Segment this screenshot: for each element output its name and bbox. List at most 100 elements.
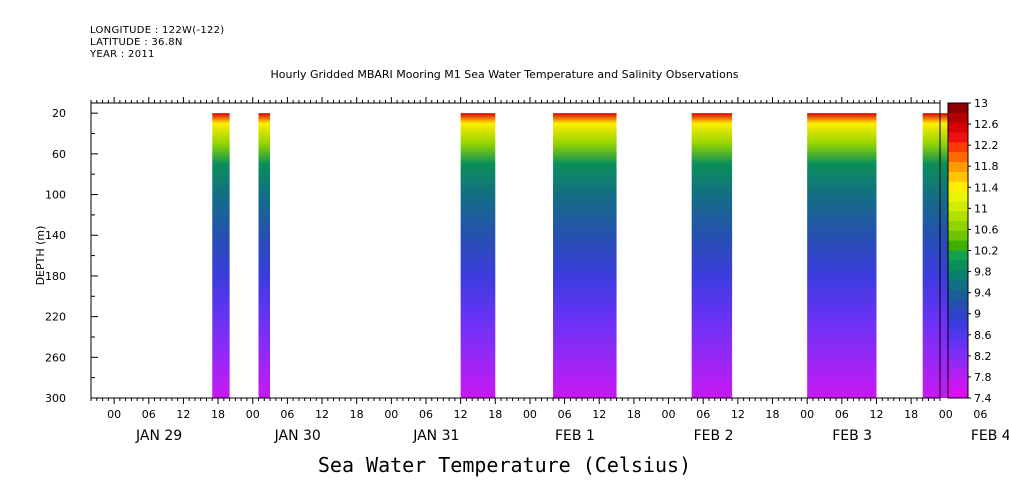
colorbar-swatch [948, 181, 968, 192]
data-segment-6 [807, 113, 877, 398]
y-tick-label: 140 [45, 229, 66, 242]
chart-title: Hourly Gridded MBARI Mooring M1 Sea Wate… [270, 68, 739, 81]
x-hour-label: 00 [800, 408, 814, 421]
colorbar-swatch [948, 339, 968, 350]
colorbar-swatch [948, 368, 968, 379]
y-tick-label: 20 [52, 107, 66, 120]
x-hour-label: 12 [592, 408, 606, 421]
data-segment-4 [553, 113, 617, 398]
x-hour-label: 00 [246, 408, 260, 421]
colorbar-label: 9 [974, 308, 981, 321]
colorbar-label: 7.8 [974, 371, 992, 384]
colorbar-swatch [948, 319, 968, 330]
x-hour-label: 18 [488, 408, 502, 421]
x-axis-label: Sea Water Temperature (Celsius) [317, 453, 692, 477]
data-segment-2 [258, 113, 271, 398]
colorbar-swatch [948, 211, 968, 222]
colorbar-swatch [948, 132, 968, 143]
plot-frame [90, 102, 941, 399]
colorbar-label: 10.6 [974, 223, 999, 236]
colorbar-swatch [948, 309, 968, 320]
colorbar-swatch [948, 299, 968, 310]
x-hour-label: 06 [696, 408, 710, 421]
y-tick-label: 300 [45, 392, 66, 405]
colorbar-swatch [948, 280, 968, 291]
data-segment-3 [460, 113, 496, 398]
colorbar-label: 13 [974, 97, 988, 110]
colorbar-swatch [948, 378, 968, 389]
x-hour-label: 00 [662, 408, 676, 421]
colorbar-swatch [948, 260, 968, 271]
colorbar-swatch [948, 152, 968, 163]
x-day-label: JAN 30 [274, 428, 321, 444]
x-hour-label: 12 [731, 408, 745, 421]
colorbar-label: 8.2 [974, 350, 992, 363]
colorbar-label: 9.8 [974, 266, 992, 279]
x-hour-label: 00 [384, 408, 398, 421]
x-hour-label: 18 [627, 408, 641, 421]
x-hour-label: 18 [211, 408, 225, 421]
colorbar-label: 7.4 [974, 392, 992, 405]
colorbar-swatch [948, 240, 968, 251]
y-tick-label: 180 [45, 270, 66, 283]
longitude-label: LONGITUDE : 122W(-122) [90, 25, 225, 36]
x-day-label: JAN 31 [412, 428, 459, 444]
x-hour-label: 12 [454, 408, 468, 421]
latitude-label: LATITUDE : 36.8N [90, 37, 183, 48]
colorbar-swatch [948, 201, 968, 212]
y-tick-label: 60 [52, 148, 66, 161]
colorbar-swatch [948, 250, 968, 261]
x-hour-label: 18 [904, 408, 918, 421]
x-hour-label: 12 [869, 408, 883, 421]
colorbar-swatch [948, 142, 968, 153]
y-tick-label: 260 [45, 351, 66, 364]
x-hour-label: 06 [973, 408, 987, 421]
x-hour-label: 06 [558, 408, 572, 421]
data-segment-1 [212, 113, 230, 398]
y-tick-label: 100 [45, 189, 66, 202]
colorbar-swatch [948, 348, 968, 360]
x-hour-label: 18 [350, 408, 364, 421]
colorbar-label: 11 [974, 202, 988, 215]
colorbar-swatch [948, 171, 968, 183]
x-day-label: JAN 29 [135, 428, 182, 444]
x-hour-label: 12 [315, 408, 329, 421]
colorbar-label: 11.8 [974, 160, 999, 173]
colorbar-swatch [948, 162, 968, 173]
x-hour-label: 00 [523, 408, 537, 421]
x-day-label: FEB 3 [832, 428, 872, 444]
colorbar-label: 9.4 [974, 287, 992, 300]
colorbar-swatch [948, 221, 968, 232]
x-day-label: FEB 1 [555, 428, 595, 444]
colorbar-swatch [948, 230, 968, 242]
x-hour-label: 00 [939, 408, 953, 421]
colorbar-label: 11.4 [974, 181, 999, 194]
x-day-label: FEB 2 [694, 428, 734, 444]
x-hour-label: 06 [280, 408, 294, 421]
colorbar-swatch [948, 270, 968, 281]
colorbar-swatch [948, 289, 968, 301]
colorbar-label: 8.6 [974, 329, 992, 342]
data-segment-7 [922, 113, 952, 398]
x-hour-label: 00 [107, 408, 121, 421]
x-day-label: FEB 4 [971, 428, 1009, 444]
x-hour-label: 12 [176, 408, 190, 421]
colorbar-swatch [948, 329, 968, 340]
colorbar-label: 12.2 [974, 139, 999, 152]
y-tick-label: 220 [45, 311, 66, 324]
colorbar-swatch [948, 191, 968, 202]
colorbar-swatch [948, 122, 968, 133]
colorbar-swatch [948, 388, 968, 399]
colorbar-swatch [948, 112, 968, 124]
colorbar-swatch [948, 358, 968, 369]
data-segment-5 [691, 113, 733, 398]
x-hour-label: 18 [766, 408, 780, 421]
x-hour-label: 06 [142, 408, 156, 421]
colorbar-label: 10.2 [974, 245, 999, 258]
colorbar-label: 12.6 [974, 118, 999, 131]
x-hour-label: 06 [419, 408, 433, 421]
x-hour-label: 06 [835, 408, 849, 421]
y-axis-label: DEPTH (m) [34, 226, 47, 286]
year-label: YEAR : 2011 [90, 49, 155, 60]
